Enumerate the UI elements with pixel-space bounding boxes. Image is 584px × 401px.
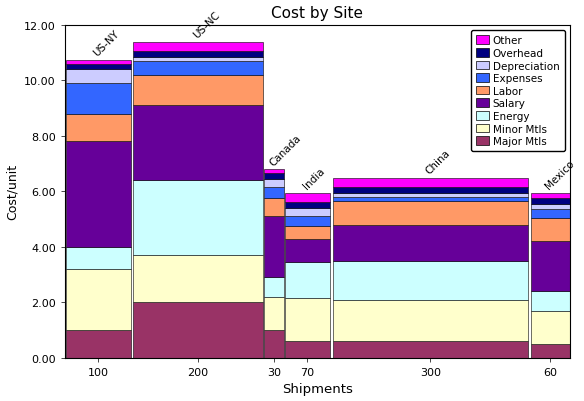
- Bar: [284, 193, 331, 203]
- Bar: [265, 278, 284, 297]
- Bar: [530, 311, 569, 344]
- Bar: [333, 197, 528, 202]
- Bar: [284, 203, 331, 209]
- Bar: [333, 178, 528, 188]
- Bar: [133, 62, 263, 76]
- Bar: [284, 341, 331, 358]
- Bar: [65, 84, 131, 114]
- Bar: [333, 193, 528, 197]
- Bar: [284, 239, 331, 263]
- Bar: [133, 181, 263, 255]
- Bar: [133, 58, 263, 62]
- Bar: [530, 242, 569, 292]
- Bar: [333, 341, 528, 358]
- Bar: [333, 202, 528, 225]
- Bar: [265, 297, 284, 330]
- Text: India: India: [301, 166, 326, 191]
- Bar: [333, 188, 528, 193]
- Bar: [133, 255, 263, 303]
- Bar: [65, 114, 131, 142]
- Bar: [530, 210, 569, 218]
- Bar: [530, 205, 569, 210]
- Bar: [530, 199, 569, 205]
- Bar: [333, 261, 528, 300]
- Bar: [265, 174, 284, 179]
- Text: Mexico: Mexico: [544, 158, 576, 191]
- Legend: Other, Overhead, Depreciation, Expenses, Labor, Salary, Energy, Minor Mtls, Majo: Other, Overhead, Depreciation, Expenses,…: [471, 31, 565, 152]
- Bar: [65, 142, 131, 247]
- Bar: [65, 61, 131, 65]
- Bar: [284, 298, 331, 341]
- Bar: [265, 217, 284, 278]
- Bar: [284, 209, 331, 217]
- X-axis label: Shipments: Shipments: [282, 383, 353, 395]
- Bar: [333, 300, 528, 341]
- Text: US-NY: US-NY: [92, 29, 121, 58]
- Bar: [133, 303, 263, 358]
- Text: China: China: [424, 148, 452, 176]
- Bar: [333, 225, 528, 261]
- Bar: [530, 218, 569, 242]
- Title: Cost by Site: Cost by Site: [272, 6, 363, 20]
- Bar: [65, 70, 131, 84]
- Bar: [265, 188, 284, 199]
- Bar: [133, 76, 263, 106]
- Bar: [133, 52, 263, 58]
- Text: Canada: Canada: [268, 132, 303, 168]
- Bar: [284, 217, 331, 227]
- Bar: [133, 106, 263, 181]
- Bar: [530, 292, 569, 311]
- Bar: [133, 43, 263, 52]
- Bar: [265, 199, 284, 217]
- Bar: [65, 269, 131, 330]
- Text: US-NC: US-NC: [192, 10, 222, 40]
- Bar: [284, 263, 331, 298]
- Bar: [265, 179, 284, 188]
- Y-axis label: Cost/unit: Cost/unit: [6, 164, 19, 220]
- Bar: [530, 344, 569, 358]
- Bar: [530, 193, 569, 199]
- Bar: [265, 170, 284, 174]
- Bar: [65, 65, 131, 70]
- Bar: [284, 227, 331, 239]
- Bar: [65, 247, 131, 269]
- Bar: [265, 330, 284, 358]
- Bar: [65, 330, 131, 358]
